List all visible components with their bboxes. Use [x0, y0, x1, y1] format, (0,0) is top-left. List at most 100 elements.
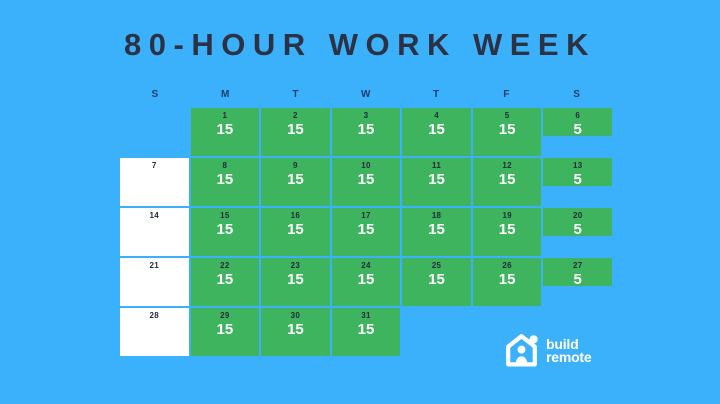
- calendar-week-row: 1 15 2 15 3 15 4 15 5 15 6 5: [120, 108, 612, 156]
- calendar-day-cell[interactable]: 17 15: [331, 208, 401, 256]
- calendar-day-cell[interactable]: 14: [120, 208, 189, 256]
- calendar-day-cell[interactable]: 11 15: [402, 158, 471, 206]
- day-number: 20: [572, 211, 583, 220]
- hours-value: 15: [287, 271, 304, 288]
- calendar-day-cell[interactable]: 22 15: [190, 258, 260, 306]
- page-title: 80-HOUR WORK WEEK: [124, 27, 596, 62]
- day-number: 14: [149, 211, 160, 220]
- calendar-week-row: 7 8 15 9 15 10 15 11 15 12 15 13 5: [120, 158, 612, 206]
- weekday-header: F: [503, 89, 510, 100]
- calendar-day-cell[interactable]: 20 5: [543, 208, 612, 238]
- day-number: 5: [504, 111, 510, 120]
- calendar-day-cell[interactable]: 31 15: [331, 308, 401, 356]
- day-number: 24: [361, 261, 371, 270]
- hours-value: 15: [357, 171, 375, 188]
- day-number: 26: [502, 261, 512, 270]
- hours-value: 15: [287, 171, 304, 188]
- calendar-day-cell[interactable]: 26 15: [472, 258, 542, 306]
- hours-value: 15: [216, 171, 234, 188]
- day-number: 18: [431, 211, 442, 220]
- day-number: 30: [290, 311, 301, 320]
- day-number: 22: [220, 261, 230, 270]
- calendar-day-cell[interactable]: 13 5: [543, 158, 612, 188]
- day-number: 7: [151, 161, 157, 170]
- calendar-week-row: 28 29 15 30 15 31 15: [120, 308, 612, 356]
- calendar-day-cell[interactable]: 25 15: [402, 258, 471, 306]
- hours-value: 15: [357, 121, 375, 138]
- calendar-day-cell[interactable]: 28: [120, 308, 189, 356]
- day-number: 21: [149, 261, 160, 270]
- hours-value: 15: [287, 321, 304, 338]
- hours-value: 15: [287, 121, 304, 138]
- hours-value: 15: [428, 171, 445, 188]
- hours-value: 5: [573, 171, 582, 188]
- calendar-day-cell[interactable]: 15 15: [190, 208, 260, 256]
- hours-value: 15: [216, 221, 234, 238]
- hours-value: 5: [573, 271, 582, 288]
- day-number: 15: [220, 211, 230, 220]
- calendar-day-cell[interactable]: 8 15: [190, 158, 260, 206]
- calendar-day-cell[interactable]: 4 15: [402, 108, 471, 156]
- calendar-day-cell[interactable]: 29 15: [190, 308, 260, 356]
- calendar-day-cell[interactable]: 3 15: [331, 108, 401, 156]
- calendar-day-cell[interactable]: 9 15: [261, 158, 330, 206]
- calendar-day-cell[interactable]: 21: [120, 258, 189, 306]
- calendar-day-cell[interactable]: 27 5: [543, 258, 612, 288]
- day-number: 2: [293, 111, 298, 120]
- hours-value: 15: [357, 221, 375, 238]
- calendar-day-cell[interactable]: 18 15: [402, 208, 471, 256]
- weekday-header: T: [432, 89, 440, 100]
- calendar-day-cell[interactable]: 12 15: [472, 158, 542, 206]
- calendar-day-cell[interactable]: 19 15: [472, 208, 542, 256]
- day-number: 9: [293, 161, 298, 170]
- day-number: 29: [220, 311, 230, 320]
- calendar-day-cell[interactable]: 10 15: [331, 158, 401, 206]
- calendar-day-cell[interactable]: 23 15: [261, 258, 330, 306]
- calendar-cell-empty: [120, 108, 189, 156]
- day-number: 25: [431, 261, 442, 270]
- hours-value: 15: [498, 171, 516, 188]
- buildremote-logo: build remote: [505, 334, 592, 368]
- day-number: 4: [434, 111, 439, 120]
- hours-value: 15: [287, 221, 304, 238]
- hours-value: 15: [357, 321, 375, 338]
- calendar-week-row: 21 22 15 23 15 24 15 25 15 26 15 27 5: [120, 258, 612, 306]
- calendar-week-row: 14 15 15 16 15 17 15 18 15 19 15 20 5: [120, 208, 612, 256]
- calendar-day-cell[interactable]: 24 15: [331, 258, 401, 306]
- calendar-day-cell[interactable]: 5 15: [472, 108, 542, 156]
- day-number: 23: [290, 261, 301, 270]
- calendar-day-cell[interactable]: 2 15: [261, 108, 330, 156]
- weekday-header: S: [151, 89, 159, 100]
- day-number: 1: [222, 111, 228, 120]
- hours-value: 15: [428, 271, 445, 288]
- day-number: 6: [575, 111, 581, 120]
- day-number: 19: [502, 211, 512, 220]
- hours-value: 15: [428, 121, 445, 138]
- calendar-day-cell[interactable]: 30 15: [261, 308, 330, 356]
- day-number: 16: [290, 211, 301, 220]
- weekday-header: M: [221, 89, 230, 100]
- calendar-day-cell[interactable]: 1 15: [190, 108, 260, 156]
- hours-value: 15: [428, 221, 445, 238]
- hours-value: 15: [216, 121, 234, 138]
- calendar-day-cell[interactable]: 7: [120, 158, 189, 206]
- hours-value: 5: [573, 121, 582, 138]
- day-number: 27: [572, 261, 583, 270]
- day-number: 11: [432, 161, 442, 170]
- calendar-weeks: 1 15 2 15 3 15 4 15 5 15 6 5 7 8 15 9 15 10 15 11 15 12 15 13 5 1…: [120, 108, 612, 356]
- weekday-header: W: [361, 89, 371, 100]
- day-number: 31: [361, 311, 371, 320]
- calendar-day-cell[interactable]: 16 15: [261, 208, 330, 256]
- day-number: 28: [149, 311, 160, 320]
- logo-line-1: build: [546, 336, 579, 352]
- logo-line-2: remote: [546, 349, 592, 365]
- house-person-icon: [506, 334, 538, 367]
- logo-wordmark: build remote: [546, 336, 592, 365]
- calendar-cell-empty: [402, 308, 471, 356]
- day-number: 3: [363, 111, 369, 120]
- day-number: 17: [361, 211, 371, 220]
